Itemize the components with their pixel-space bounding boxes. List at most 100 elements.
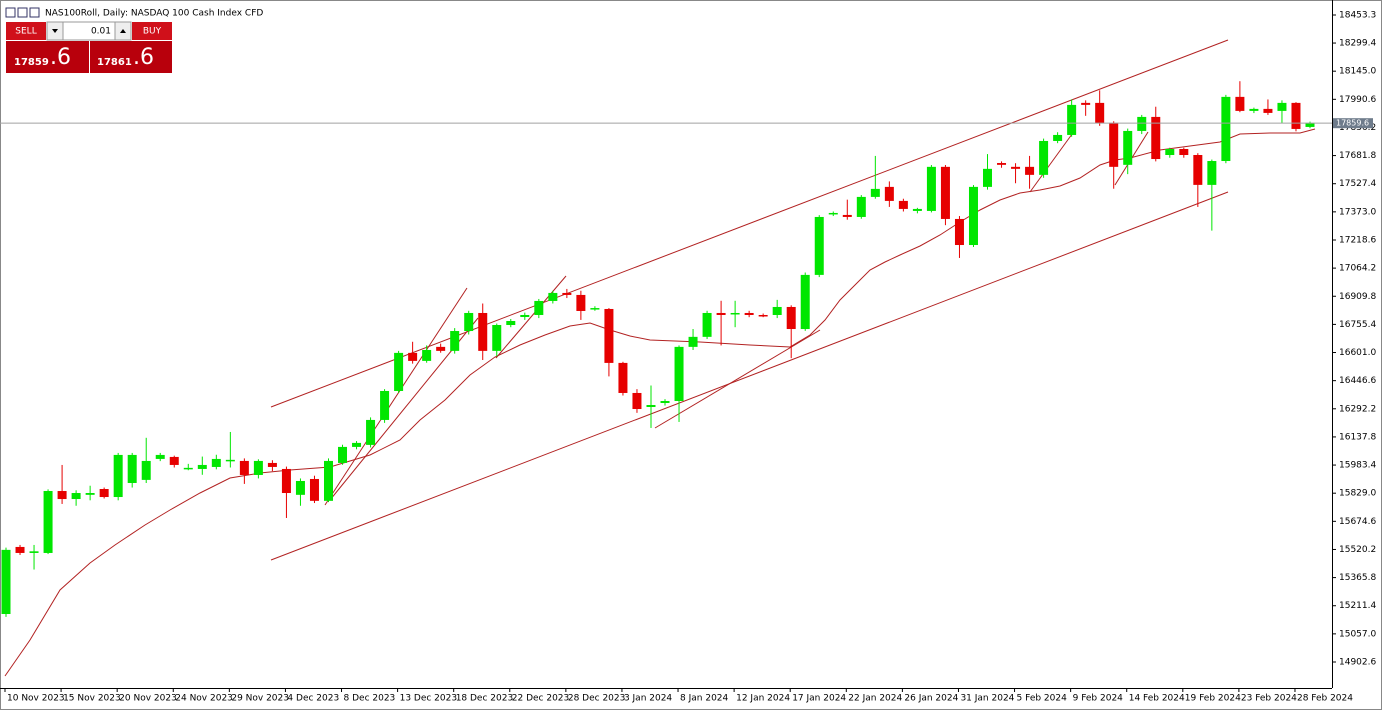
- x-tick-label: 18 Dec 2023: [456, 694, 514, 704]
- candle-body: [169, 456, 179, 465]
- x-tick-label: 5 Feb 2024: [1017, 694, 1068, 704]
- icon: [17, 7, 28, 18]
- trend-line: [495, 275, 567, 359]
- buy-button[interactable]: [132, 22, 172, 40]
- candle-body: [1081, 102, 1091, 105]
- bid-main: 17859: [14, 57, 49, 68]
- y-tick-label: 17681.8: [1339, 151, 1376, 161]
- candle-body: [506, 321, 516, 326]
- candle-body: [786, 306, 796, 330]
- buy-label: BUY: [143, 27, 162, 37]
- candle-body: [211, 458, 221, 467]
- candle-body: [688, 336, 698, 347]
- y-tick-label: 18299.4: [1339, 39, 1376, 49]
- bid-box[interactable]: [6, 41, 89, 73]
- trend-line: [270, 39, 1229, 408]
- candle-body: [926, 166, 936, 211]
- y-tick-label: 16601.0: [1339, 348, 1376, 358]
- candle-body: [842, 214, 852, 217]
- candle-body: [954, 218, 964, 246]
- x-tick-label: 12 Jan 2024: [736, 694, 790, 704]
- candle-body: [29, 551, 39, 553]
- candle-body: [856, 196, 866, 217]
- bid-frac: .6: [50, 45, 71, 70]
- x-tick-label: 4 Dec 2023: [287, 694, 339, 704]
- y-tick-label: 15674.6: [1339, 517, 1376, 527]
- candle-body: [1291, 102, 1301, 129]
- candle-body: [548, 292, 558, 301]
- y-tick-label: 14902.6: [1339, 657, 1376, 667]
- y-tick-label: 16292.2: [1339, 404, 1376, 414]
- current-price-box: [1333, 118, 1373, 129]
- candle-body: [968, 186, 978, 246]
- ask-box[interactable]: [90, 41, 172, 73]
- candle-body: [997, 163, 1007, 165]
- candle-body: [113, 454, 123, 498]
- y-tick-label: 16137.8: [1339, 432, 1376, 442]
- candle-body: [141, 460, 151, 480]
- y-tick-label: 15520.2: [1339, 545, 1376, 555]
- x-tick-label: 9 Feb 2024: [1073, 694, 1124, 704]
- candle-body: [408, 352, 418, 361]
- trade-panel: SELL 0.01 BUY 17859 .6 17861 .6: [6, 21, 172, 73]
- y-tick-label: 17218.6: [1339, 235, 1376, 245]
- y-tick-label: 15365.8: [1339, 573, 1376, 583]
- sell-button[interactable]: [6, 22, 46, 40]
- candle-body: [520, 314, 530, 317]
- candle-body: [828, 212, 838, 215]
- x-tick-label: 29 Nov 2023: [231, 694, 289, 704]
- x-tick-label: 28 Feb 2024: [1297, 694, 1353, 704]
- icon: [5, 7, 16, 18]
- candle-body: [253, 460, 263, 475]
- y-tick-label: 17990.6: [1339, 95, 1376, 105]
- y-tick-label: 16909.8: [1339, 292, 1376, 302]
- y-tick-label: 17527.4: [1339, 179, 1376, 189]
- x-tick-label: 13 Dec 2023: [400, 694, 458, 704]
- candle-body: [380, 390, 390, 420]
- candle-body: [394, 352, 404, 391]
- x-tick-label: 26 Jan 2024: [904, 694, 958, 704]
- candle-body: [1221, 96, 1231, 162]
- candle-body: [239, 460, 249, 475]
- candle-body: [632, 392, 642, 410]
- y-tick-label: 15829.0: [1339, 489, 1376, 499]
- trend-line: [270, 191, 1229, 561]
- candle-body: [267, 462, 277, 467]
- candle-body: [604, 308, 614, 363]
- candle-body: [127, 454, 137, 483]
- x-tick-label: 10 Nov 2023: [7, 694, 65, 704]
- trend-line: [1029, 129, 1076, 193]
- candle-body: [772, 306, 782, 315]
- candle-body: [99, 489, 109, 498]
- candle-body: [352, 442, 362, 447]
- candle-body: [576, 294, 586, 311]
- candle-body: [534, 300, 544, 315]
- candle-body: [1025, 166, 1035, 175]
- candle-body: [562, 292, 572, 295]
- candle-body: [323, 460, 333, 501]
- y-tick-label: 17064.2: [1339, 264, 1376, 274]
- y-tick-label: 15211.4: [1339, 601, 1376, 611]
- x-tick-label: 28 Dec 2023: [568, 694, 626, 704]
- candle-body: [309, 478, 319, 501]
- candle-body: [800, 274, 810, 330]
- x-tick-label: 22 Jan 2024: [848, 694, 902, 704]
- x-tick-label: 8 Dec 2023: [344, 694, 396, 704]
- header: NAS100Roll, Daily: NASDAQ 100 Cash Index…: [5, 7, 263, 19]
- ask-frac: .6: [133, 45, 154, 70]
- y-tick-label: 15983.4: [1339, 461, 1376, 471]
- candle-body: [1193, 155, 1203, 185]
- x-tick-label: 23 Feb 2024: [1241, 694, 1297, 704]
- candle-body: [1179, 148, 1189, 156]
- candle-body: [1137, 116, 1147, 131]
- candle-body: [1263, 108, 1273, 113]
- candle-body: [660, 400, 670, 403]
- candle-body: [464, 312, 474, 332]
- candle-body: [1109, 122, 1119, 167]
- y-tick-label: 16755.4: [1339, 320, 1376, 330]
- candle-body: [85, 493, 95, 495]
- candle-body: [1095, 102, 1105, 123]
- trend-line: [324, 287, 468, 506]
